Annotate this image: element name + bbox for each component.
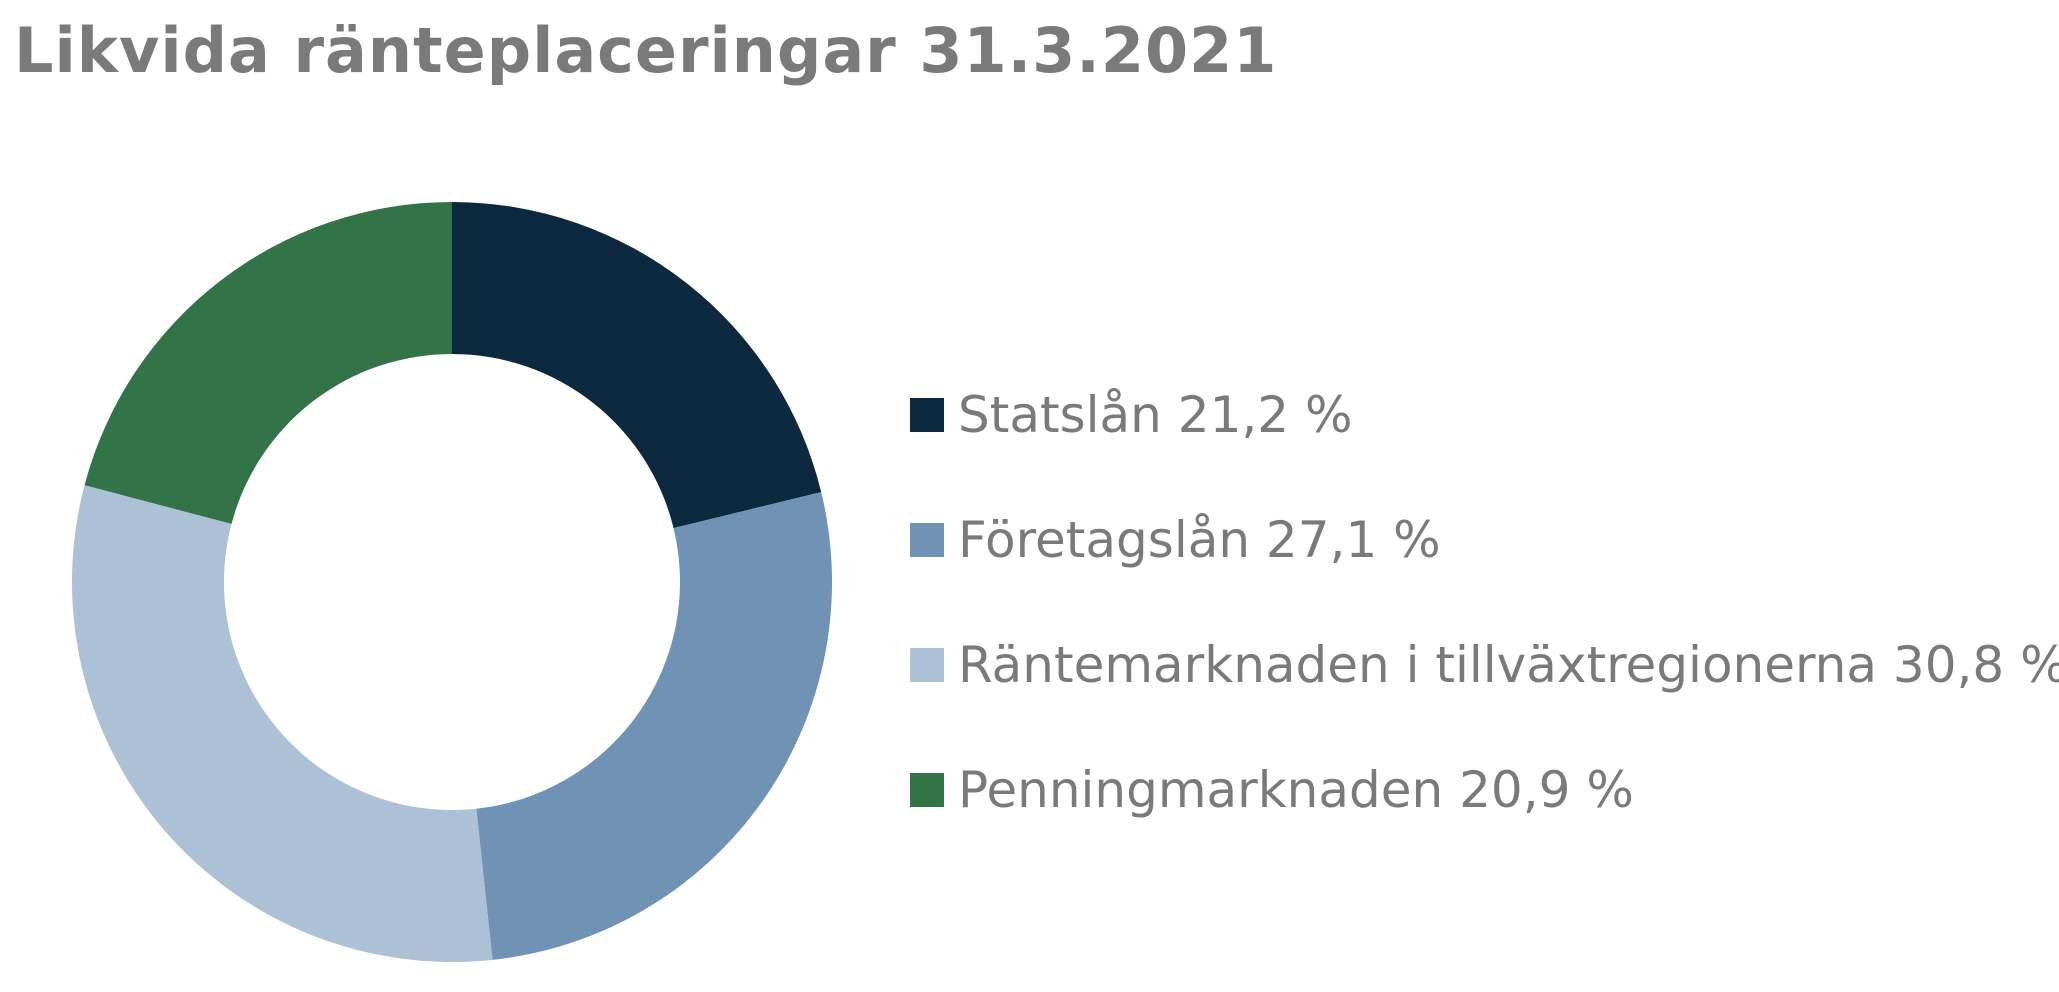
legend-label: Statslån 21,2 % [958, 385, 1353, 444]
donut-slice-2 [476, 492, 832, 960]
legend-swatch [910, 522, 944, 557]
legend-swatch [910, 397, 944, 432]
legend-swatch [910, 772, 944, 807]
legend-item-statslan: Statslån 21,2 % [910, 352, 2059, 477]
donut-chart [71, 202, 832, 962]
legend-label: Penningmarknaden 20,9 % [958, 760, 1634, 819]
chart-title: Likvida ränteplaceringar 31.3.2021 [14, 14, 1278, 87]
legend-item-rantemarknaden: Räntemarknaden i tillväxtregionerna 30,8… [910, 602, 2059, 727]
donut-slice-4 [84, 202, 453, 524]
legend-item-foretagslan: Företagslån 27,1 % [910, 477, 2059, 602]
legend-label: Räntemarknaden i tillväxtregionerna 30,8… [958, 635, 2059, 694]
donut-slice-3 [71, 485, 493, 962]
legend-item-penningmarknaden: Penningmarknaden 20,9 % [910, 727, 2059, 852]
legend-swatch [910, 647, 944, 682]
legend-label: Företagslån 27,1 % [958, 510, 1441, 569]
legend: Statslån 21,2 % Företagslån 27,1 % Ränte… [910, 352, 2059, 852]
donut-slice-1 [452, 202, 822, 529]
